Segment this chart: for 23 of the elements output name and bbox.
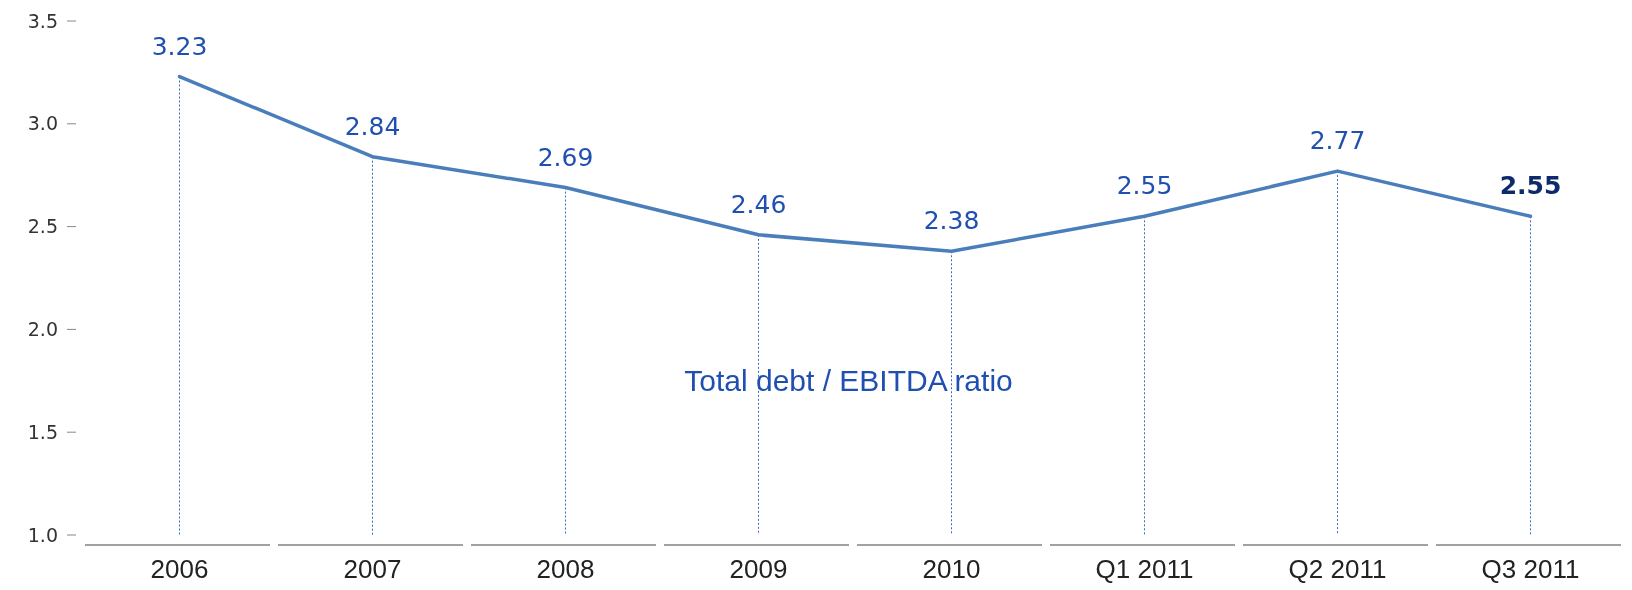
data-label: 2.69 (537, 142, 594, 172)
data-label: 2.55 (1499, 171, 1562, 201)
y-tick-label: 1.0 (27, 523, 58, 546)
data-label: 2.84 (344, 111, 401, 141)
data-label: 3.23 (151, 31, 208, 61)
y-tick-label: 2.5 (27, 215, 58, 238)
x-tick-label: 2007 (343, 554, 402, 584)
x-tick-label: Q1 2011 (1095, 554, 1194, 584)
x-tick-label: Q3 2011 (1481, 554, 1580, 584)
x-tick-label: 2006 (150, 554, 209, 584)
y-tick-label: 2.0 (27, 318, 58, 341)
data-label: 2.46 (730, 189, 787, 219)
text: Total debt / EBITDA ratio (684, 364, 1013, 398)
y-tick-label: 3.0 (27, 112, 58, 135)
x-tick-label: Q2 2011 (1288, 554, 1387, 584)
y-tick-label: 1.5 (27, 420, 58, 443)
data-label: 2.38 (923, 206, 980, 236)
data-label: 2.55 (1116, 171, 1173, 201)
data-label: 2.77 (1309, 126, 1366, 156)
x-tick-label: 2009 (729, 554, 788, 584)
x-tick-label: 2008 (536, 554, 595, 584)
y-tick-label: 3.5 (27, 9, 58, 32)
x-tick-label: 2010 (922, 554, 981, 584)
